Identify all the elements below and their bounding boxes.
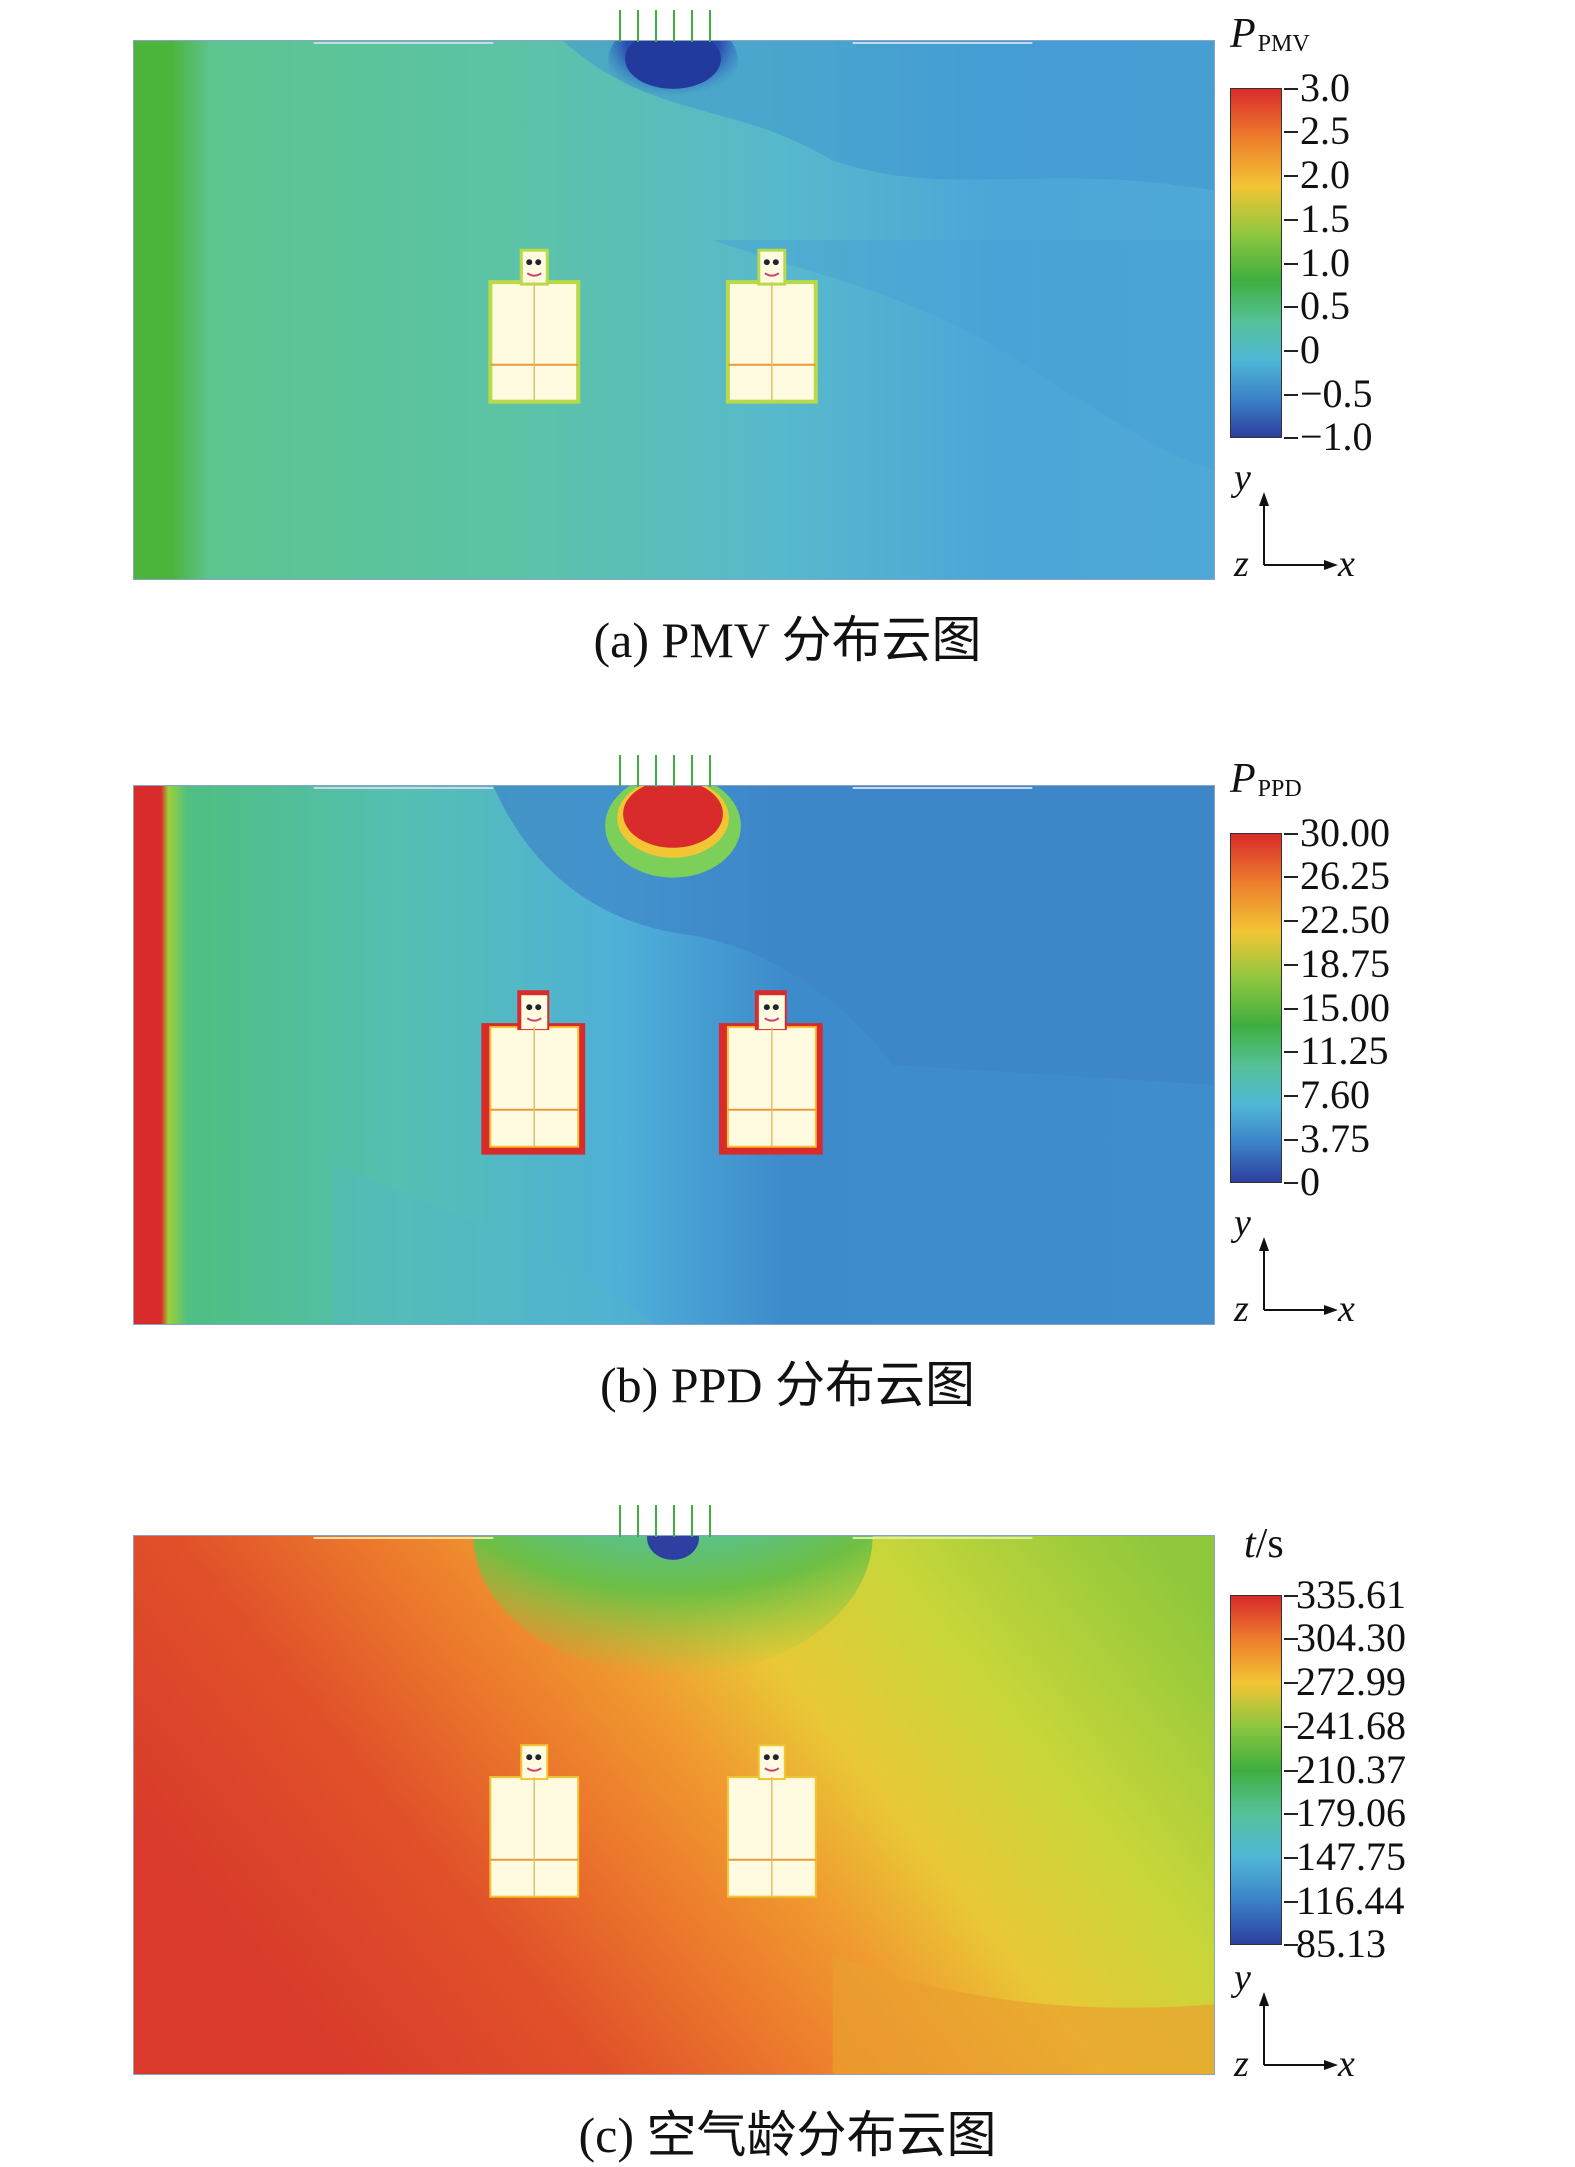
- ppd-contour-plot: [133, 785, 1215, 1325]
- legend-tick-label: 3.75: [1300, 1116, 1370, 1161]
- legend-title: PPMV: [1230, 11, 1310, 57]
- legend-labels: 3.0 2.5 2.0 1.5 1.0 0.5 0 −0.5 −1.0: [1300, 68, 1570, 457]
- panel-pmv: PPMV 3.0 2.5 2.0 1.5 1.0 0.5 0 −0.5 −1.0…: [0, 0, 1575, 700]
- axis-z-label: z: [1234, 543, 1249, 585]
- axes-arrows-icon: [1259, 1237, 1338, 1315]
- legend-title: t/s: [1244, 1521, 1284, 1567]
- legend-tick-label: 11.25: [1300, 1028, 1389, 1073]
- color-legend-bar: [1230, 833, 1282, 1183]
- legend-tick-label: 15.00: [1300, 985, 1390, 1030]
- coordinate-axes: y z x: [1232, 1195, 1372, 1335]
- pmv-contour-plot: [133, 40, 1215, 580]
- legend-tick-label: 147.75: [1296, 1834, 1406, 1879]
- axis-z-label: z: [1234, 2043, 1249, 2085]
- legend-tick-label: 335.61: [1296, 1572, 1406, 1617]
- axis-x-label: x: [1338, 1288, 1355, 1330]
- legend-tick-label: 30.00: [1300, 810, 1390, 855]
- coordinate-axes: y z x: [1232, 450, 1372, 590]
- occupant-figure-right: [725, 248, 818, 404]
- panel-air-age: t/s 335.61 304.30 272.99 241.68 210.37 1…: [0, 1490, 1575, 2163]
- legend-tick-label: 210.37: [1296, 1747, 1406, 1792]
- legend-tick-label: 1.5: [1300, 196, 1350, 241]
- legend-tick-label: 1.0: [1300, 240, 1350, 285]
- axis-y-label: y: [1234, 1202, 1251, 1244]
- legend-tick-label: −0.5: [1300, 371, 1373, 416]
- supply-diffuser-icon: [619, 1505, 711, 1537]
- legend-tick-label: 3.0: [1300, 65, 1350, 110]
- legend-tick-label: 241.68: [1296, 1703, 1406, 1748]
- coordinate-axes: y z x: [1232, 1950, 1372, 2090]
- axis-y-label: y: [1234, 457, 1251, 499]
- color-legend-bar: [1230, 88, 1282, 438]
- legend-tick-label: 85.13: [1296, 1921, 1386, 1966]
- legend-tick-label: 0: [1300, 1159, 1320, 1204]
- legend-tick-label: 26.25: [1300, 853, 1390, 898]
- legend-tick-label: 116.44: [1296, 1878, 1405, 1923]
- legend-title: PPPD: [1230, 756, 1302, 802]
- legend-tick-label: 0: [1300, 327, 1320, 372]
- legend-labels: 335.61 304.30 272.99 241.68 210.37 179.0…: [1296, 1575, 1566, 1964]
- legend-tick-label: −1.0: [1300, 414, 1373, 459]
- legend-tick-label: 272.99: [1296, 1659, 1406, 1704]
- axis-y-label: y: [1234, 1957, 1251, 1999]
- axes-arrows-icon: [1259, 1992, 1338, 2070]
- panel-caption: (a) PMV 分布云图: [593, 612, 982, 668]
- legend-tick-label: 22.50: [1300, 897, 1390, 942]
- legend-tick-label: 0.5: [1300, 283, 1350, 328]
- occupant-figure-left: [488, 248, 581, 404]
- air-age-contour-plot: [133, 1535, 1215, 2075]
- occupant-figure-right: [726, 1744, 817, 1898]
- panel-caption: (b) PPD 分布云图: [599, 1357, 976, 1413]
- supply-diffuser-icon: [619, 10, 711, 42]
- legend-tick-label: 2.5: [1300, 108, 1350, 153]
- legend-ticks: [1284, 1595, 1304, 1946]
- axes-arrows-icon: [1259, 492, 1338, 570]
- axis-x-label: x: [1338, 2043, 1355, 2085]
- legend-labels: 30.00 26.25 22.50 18.75 15.00 11.25 7.60…: [1300, 813, 1570, 1202]
- legend-ticks: [1284, 88, 1304, 439]
- axis-x-label: x: [1338, 543, 1355, 585]
- panel-ppd: PPPD 30.00 26.25 22.50 18.75 15.00 11.25…: [0, 745, 1575, 1445]
- legend-tick-label: 179.06: [1296, 1790, 1406, 1835]
- occupant-figure-left: [489, 1744, 580, 1898]
- occupant-figure-left: [481, 990, 586, 1155]
- axis-z-label: z: [1234, 1288, 1249, 1330]
- legend-tick-label: 2.0: [1300, 152, 1350, 197]
- color-legend-bar: [1230, 1595, 1282, 1945]
- panel-caption: (c) 空气龄分布云图: [578, 2107, 997, 2163]
- legend-tick-label: 7.60: [1300, 1072, 1370, 1117]
- legend-ticks: [1284, 833, 1304, 1184]
- occupant-figure-right: [718, 990, 823, 1155]
- legend-tick-label: 304.30: [1296, 1615, 1406, 1660]
- supply-diffuser-icon: [619, 755, 711, 787]
- legend-tick-label: 18.75: [1300, 941, 1390, 986]
